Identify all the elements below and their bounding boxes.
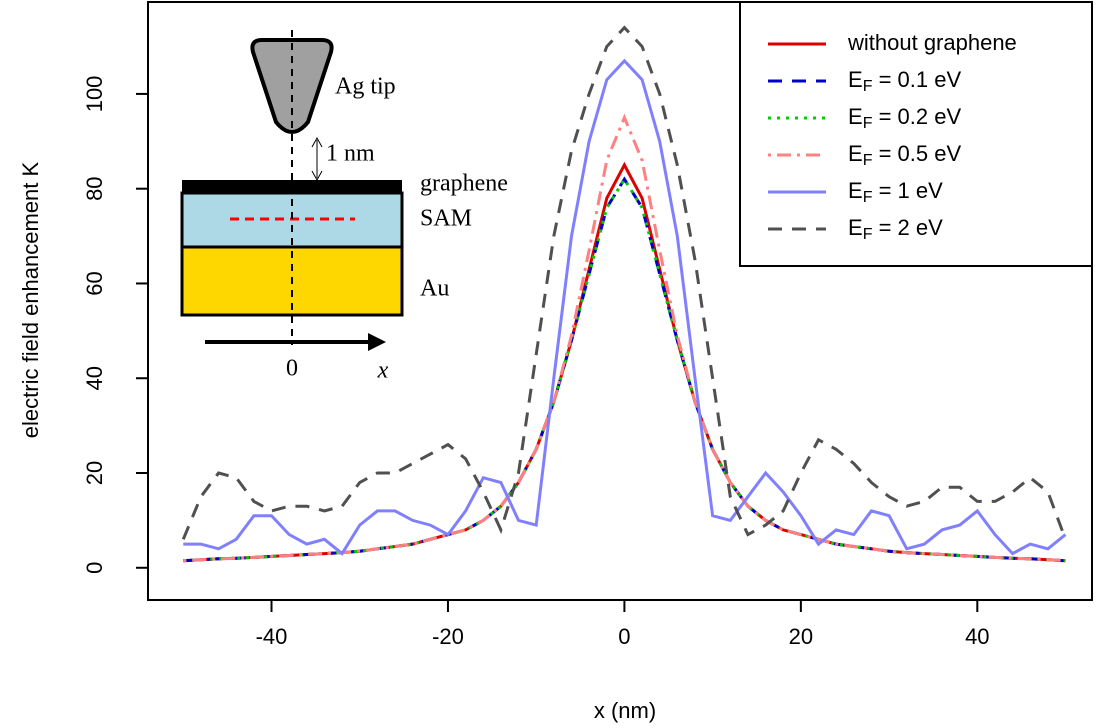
x-tick-label: 20 xyxy=(789,624,813,649)
legend-box xyxy=(739,1,1093,267)
inset-label: 0 xyxy=(286,356,298,382)
inset-label: graphene xyxy=(420,171,508,197)
series-line xyxy=(183,113,1066,563)
inset-label: Au xyxy=(420,276,449,302)
inset-label: Ag tip xyxy=(335,74,396,100)
y-tick-label: 80 xyxy=(82,176,107,200)
x-tick-label: 40 xyxy=(965,624,989,649)
inset-label: 1 nm xyxy=(326,141,375,167)
inset-label: x xyxy=(377,358,389,384)
legend-label: EF = 0.2 eV xyxy=(848,104,961,132)
legend-label: EF = 0.1 eV xyxy=(848,67,961,95)
legend-label: EF = 0.5 eV xyxy=(848,141,961,169)
legend-label: EF = 1 eV xyxy=(848,178,943,206)
series-line xyxy=(181,25,1067,540)
y-tick-label: 100 xyxy=(82,76,107,113)
x-tick-label: -40 xyxy=(256,624,288,649)
x-arrowhead xyxy=(368,333,386,351)
x-axis-title: x (nm) xyxy=(594,698,656,723)
x-tick-label: 0 xyxy=(618,624,630,649)
legend-label: without graphene xyxy=(847,30,1017,55)
y-tick-label: 0 xyxy=(82,562,107,574)
inset-diagram: Ag tip 1 nm graphene SAM Au 0 x xyxy=(180,30,508,384)
plot-frame xyxy=(147,1,1093,601)
x-tick-label: -20 xyxy=(432,624,464,649)
series-line xyxy=(183,58,1067,556)
y-axis-title: electric field enhancement K xyxy=(18,161,43,438)
inset-label: SAM xyxy=(420,206,472,232)
y-tick-label: 60 xyxy=(82,271,107,295)
y-tick-label: 40 xyxy=(82,366,107,390)
legend-label: EF = 2 eV xyxy=(848,215,943,243)
y-tick-label: 20 xyxy=(82,461,107,485)
gap-arrowheads xyxy=(311,136,323,182)
